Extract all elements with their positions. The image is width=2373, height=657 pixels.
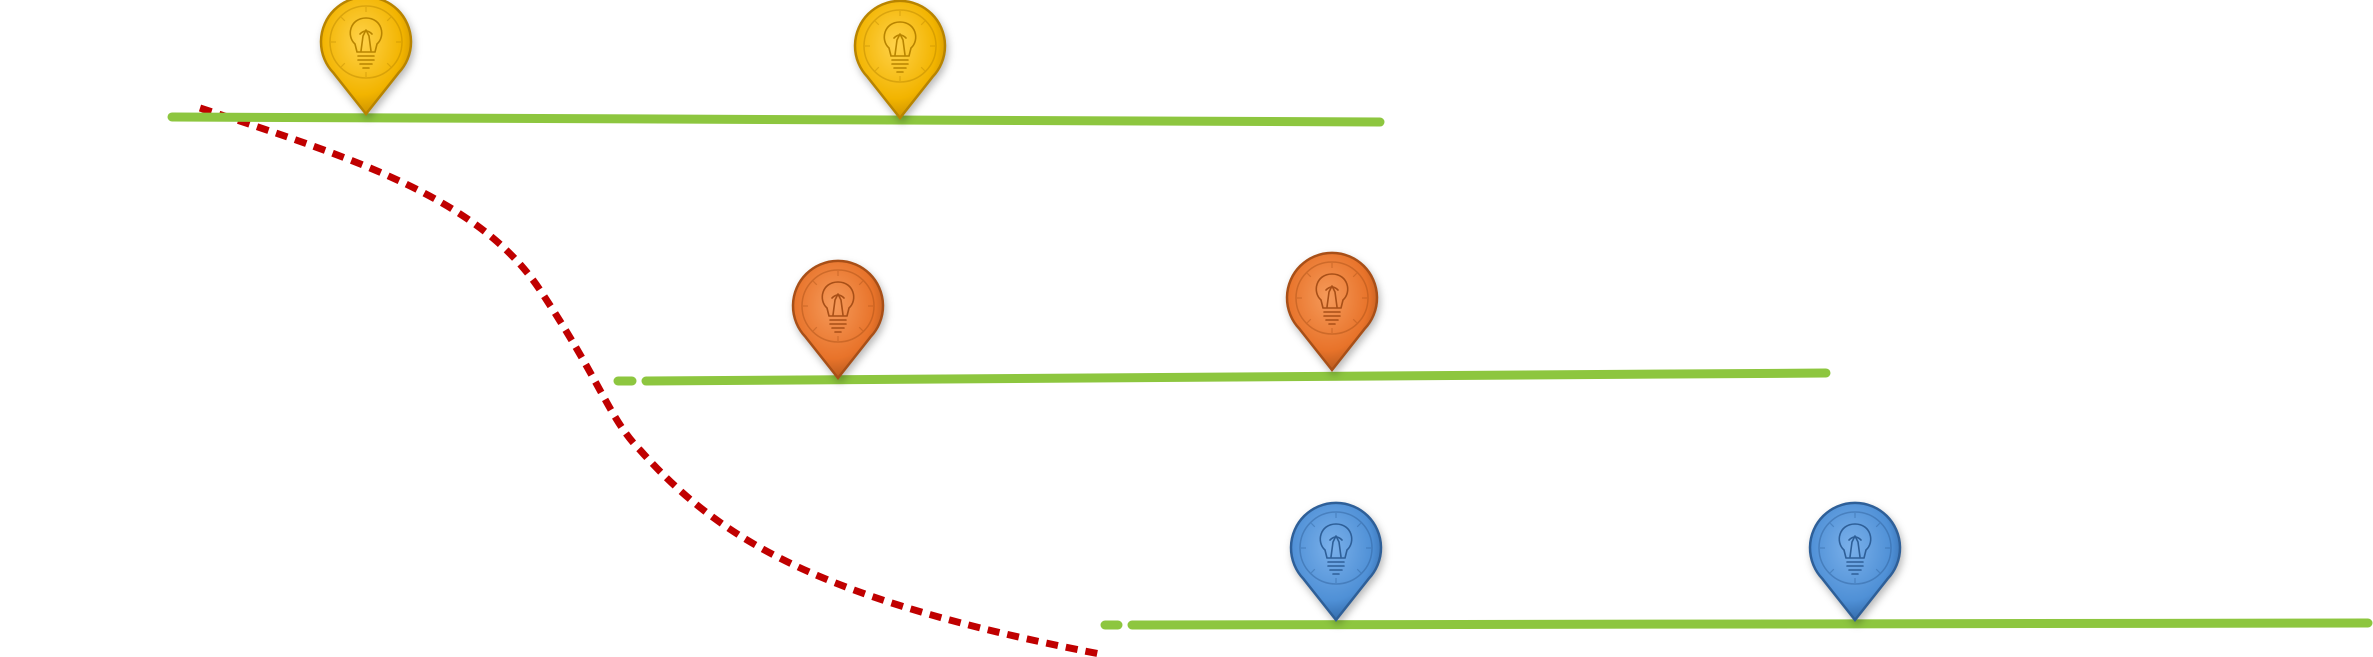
timeline-bottom-pin-1 — [1289, 501, 1383, 623]
timeline-top-pin-1 — [319, 0, 413, 117]
lightbulb-icon — [1838, 523, 1872, 575]
timeline-middle — [641, 368, 1831, 386]
timeline-bottom-pin-2 — [1808, 501, 1902, 623]
lightbulb-icon — [1315, 273, 1349, 325]
timeline-bottom — [1127, 618, 2373, 630]
lightbulb-icon — [883, 21, 917, 73]
timeline-middle-pin-2 — [1285, 251, 1379, 373]
lightbulb-icon — [1319, 523, 1353, 575]
lightbulb-icon — [821, 281, 855, 333]
timeline-top — [167, 112, 1385, 127]
timeline-top-pin-2 — [853, 0, 947, 121]
lightbulb-icon — [349, 17, 383, 69]
dashed-connector-path — [198, 104, 1101, 657]
timeline-middle-pin-1 — [791, 259, 885, 381]
